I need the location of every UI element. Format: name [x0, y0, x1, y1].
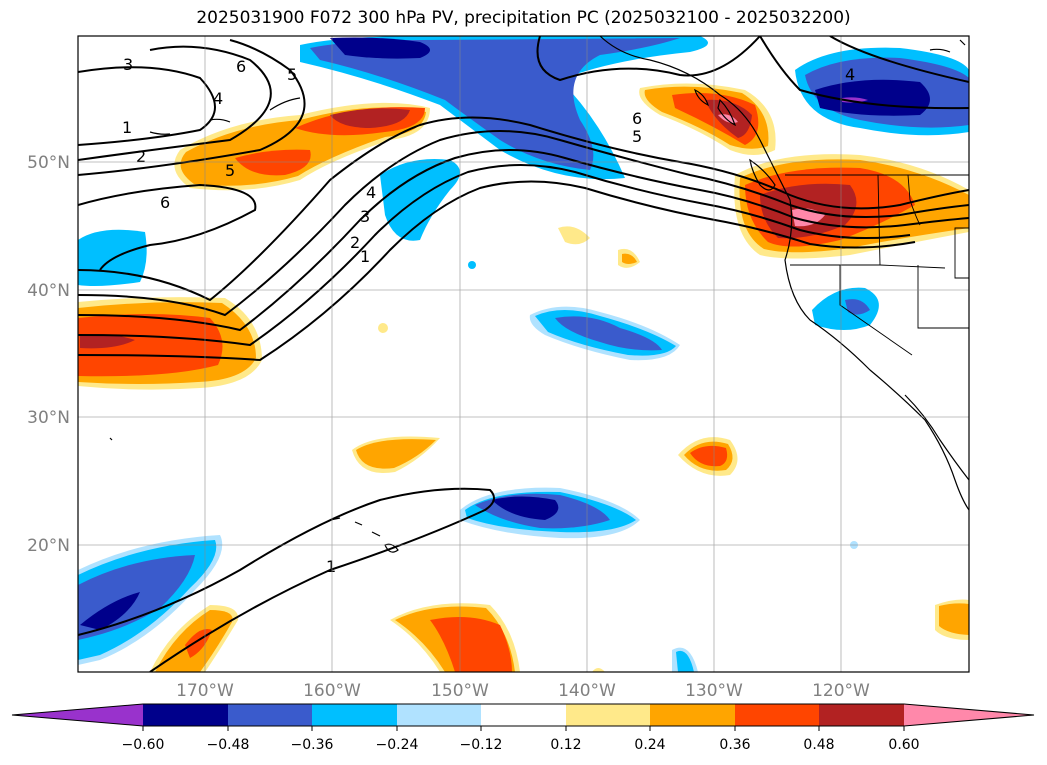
colorbar-segment — [143, 704, 228, 726]
contour-label-2-mid: 2 — [350, 233, 360, 252]
colorbar: −0.60 −0.48 −0.36 −0.24 −0.12 0.12 0.24 … — [11, 703, 1035, 753]
contour-label-6-north: 6 — [236, 57, 246, 76]
colorbar-segment — [650, 704, 735, 726]
contour-label-3-mid: 3 — [360, 207, 370, 226]
contour-label-4-east: 4 — [845, 65, 855, 84]
lon-label-120w: 120°W — [812, 681, 870, 701]
colorbar-segment — [566, 704, 650, 726]
plot-frame — [77, 35, 970, 673]
contour-label-5-east: 5 — [632, 127, 642, 146]
contour-label-5-north: 5 — [287, 65, 297, 84]
contour-label-6-east: 6 — [632, 109, 642, 128]
lon-label-150w: 150°W — [431, 681, 489, 701]
colorbar-segment — [481, 704, 566, 726]
colorbar-tick-label: 0.36 — [719, 737, 750, 753]
colorbar-tick-label: −0.36 — [291, 737, 334, 753]
colorbar-segment — [819, 704, 904, 726]
latitude-labels: 50°N 40°N 30°N 20°N — [27, 153, 70, 556]
colorbar-ticks — [142, 726, 905, 731]
colorbar-segment — [397, 704, 481, 726]
negative-anomaly-west — [78, 229, 147, 286]
contour-label-1-mid: 1 — [360, 247, 370, 266]
lat-label-30n: 30°N — [27, 408, 70, 428]
colorbar-tick-label: 0.24 — [634, 737, 665, 753]
colorbar-extend-high — [904, 704, 1034, 726]
contour-label-1-south: 1 — [326, 557, 336, 576]
colorbar-segment — [735, 704, 819, 726]
colorbar-tick-label: −0.60 — [122, 737, 165, 753]
contour-label-4-mid: 4 — [366, 183, 376, 202]
colorbar-tick-label: 0.48 — [803, 737, 834, 753]
contour-label-1-north: 1 — [122, 118, 132, 137]
colorbar-tick-label: −0.24 — [376, 737, 419, 753]
lat-label-40n: 40°N — [27, 281, 70, 301]
contour-label-3: 3 — [123, 55, 133, 74]
precipitation-shading — [78, 36, 969, 672]
contour-label-2-north: 2 — [136, 147, 146, 166]
borders — [785, 174, 969, 356]
contour-label-5-west: 5 — [225, 161, 235, 180]
colorbar-tick-label: −0.12 — [460, 737, 503, 753]
lat-label-50n: 50°N — [27, 153, 70, 173]
longitude-labels: 170°W 160°W 150°W 140°W 130°W 120°W — [176, 681, 870, 701]
lat-label-20n: 20°N — [27, 536, 70, 556]
plot-area: 3 6 5 4 1 2 5 6 4 3 2 1 6 5 4 1 — [78, 36, 969, 672]
contour-label-6-west: 6 — [160, 193, 170, 212]
pv-contour-labels: 3 6 5 4 1 2 5 6 4 3 2 1 6 5 4 1 — [122, 55, 855, 576]
colorbar-tick-labels: −0.60 −0.48 −0.36 −0.24 −0.12 0.12 0.24 … — [122, 737, 920, 753]
lon-label-170w: 170°W — [176, 681, 234, 701]
lon-label-130w: 130°W — [685, 681, 743, 701]
colorbar-segment — [228, 704, 312, 726]
pv-contours — [78, 36, 969, 672]
gridlines — [78, 36, 969, 672]
colorbar-extend-low — [12, 704, 143, 726]
colorbar-tick-label: −0.48 — [207, 737, 250, 753]
colorbar-segment — [312, 704, 397, 726]
lon-label-160w: 160°W — [303, 681, 361, 701]
colorbar-tick-label: 0.60 — [888, 737, 919, 753]
contour-label-4-north: 4 — [213, 89, 223, 108]
colorbar-tick-label: 0.12 — [550, 737, 581, 753]
map-title: 2025031900 F072 300 hPa PV, precipitatio… — [196, 8, 851, 28]
lon-label-140w: 140°W — [558, 681, 616, 701]
